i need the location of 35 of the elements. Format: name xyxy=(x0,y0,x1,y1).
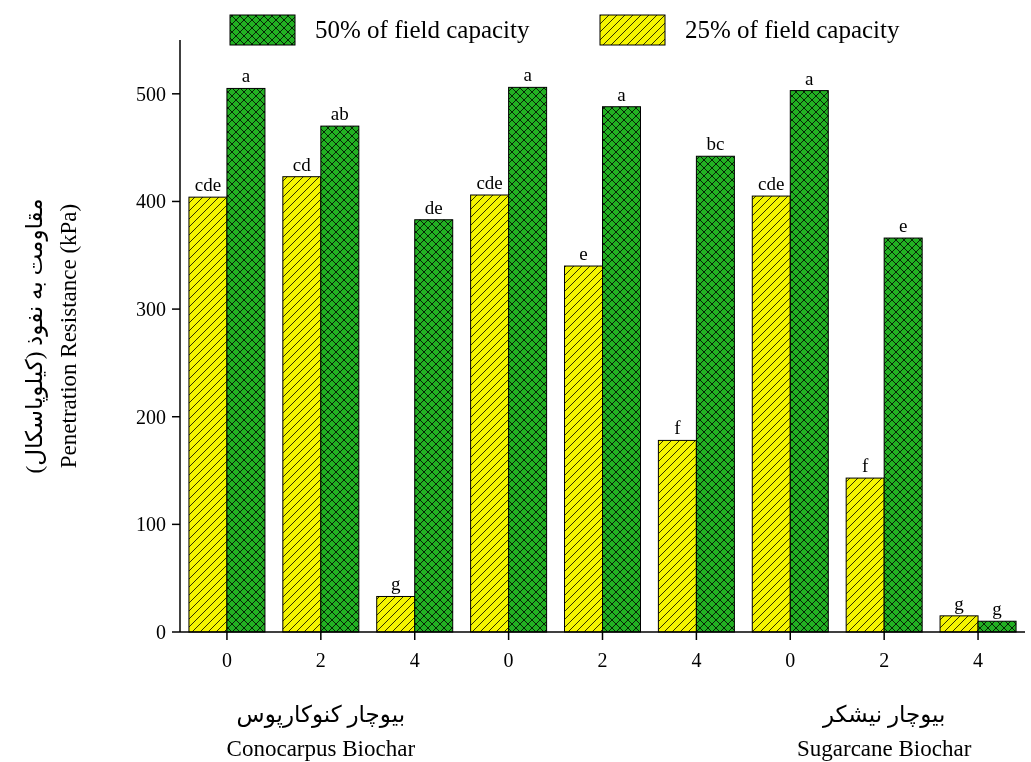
y-tick-label: 100 xyxy=(136,513,166,536)
x-tick-label: 0 xyxy=(503,649,514,671)
data-label: cde xyxy=(194,174,222,196)
data-label: bc xyxy=(706,133,725,155)
data-label: g xyxy=(954,592,965,614)
y-tick-label: 400 xyxy=(136,190,166,213)
data-label: g xyxy=(992,598,1003,620)
x-tick-label: 2 xyxy=(879,649,890,671)
y-tick-label: 500 xyxy=(136,82,166,105)
data-label: e xyxy=(898,215,908,237)
data-label: f xyxy=(862,455,869,477)
x-tick-label: 0 xyxy=(785,649,796,671)
data-label: ab xyxy=(330,103,349,125)
x-tick-label: 2 xyxy=(597,649,608,671)
data-label: a xyxy=(805,67,815,89)
data-label: a xyxy=(523,64,533,86)
legend-label: 50% of field capacity xyxy=(315,16,530,43)
x-tick-label: 0 xyxy=(221,649,232,671)
y-tick-label: 0 xyxy=(156,621,166,643)
data-label: cde xyxy=(476,172,503,193)
data-label: cde xyxy=(758,173,785,195)
data-label: e xyxy=(579,243,588,265)
data-label: a xyxy=(617,83,627,105)
data-label: f xyxy=(674,417,682,439)
data-label: a xyxy=(241,65,251,87)
y-tick-label: 300 xyxy=(136,298,166,321)
data-label: de xyxy=(424,196,443,218)
x-tick-label: 4 xyxy=(691,649,702,671)
x-tick-label: 4 xyxy=(973,649,984,671)
x-tick-label: 2 xyxy=(315,649,326,671)
y-tick-label: 200 xyxy=(136,405,166,428)
data-label: cd xyxy=(292,153,312,175)
x-tick-label: 4 xyxy=(409,649,420,671)
legend-label: 25% of field capacity xyxy=(685,16,900,43)
data-label: g xyxy=(390,573,401,595)
